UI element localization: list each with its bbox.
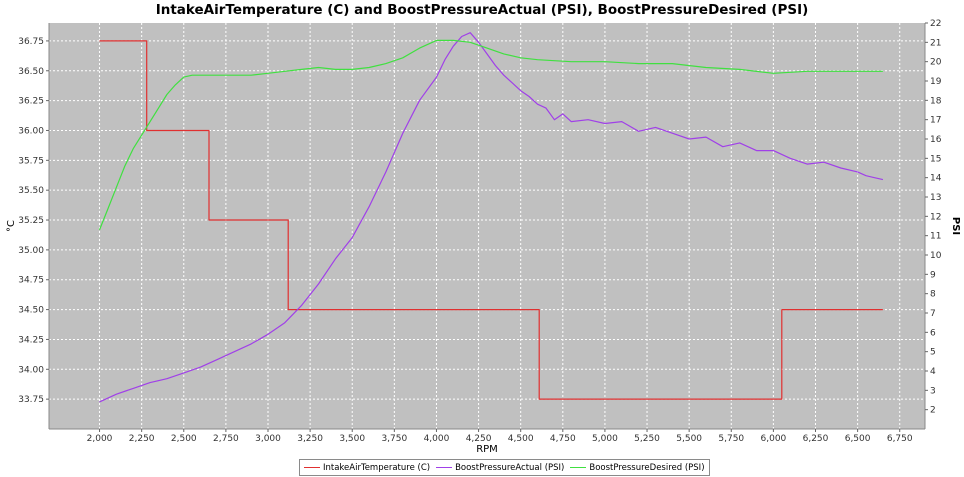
x-tick-label: 5,250 xyxy=(634,434,660,444)
y-left-tick-label: 33.75 xyxy=(18,395,44,405)
y-left-tick-label: 34.50 xyxy=(18,306,44,316)
x-tick-label: 4,500 xyxy=(508,434,534,444)
x-tick-label: 3,250 xyxy=(297,434,323,444)
y-right-tick-label: 6 xyxy=(930,328,936,338)
x-tick-label: 2,750 xyxy=(213,434,239,444)
y-right-tick-label: 11 xyxy=(930,232,941,242)
y-right-tick-label: 16 xyxy=(930,135,942,145)
x-tick-label: 5,000 xyxy=(592,434,618,444)
y-left-tick-label: 35.75 xyxy=(18,156,44,166)
y-right-tick-label: 8 xyxy=(930,290,936,300)
legend-label: BoostPressureActual (PSI) xyxy=(455,462,565,473)
y-right-tick-label: 9 xyxy=(930,270,936,280)
y-right-tick-label: 4 xyxy=(930,367,936,377)
x-tick-label: 2,000 xyxy=(87,434,113,444)
tick-layer: 2,000 2,250 2,500 2,750 3,000 3,250 3,500 3,750… xyxy=(18,19,941,444)
series-line-intake-air-temperature xyxy=(99,40,883,400)
y-axis-right-label: PSI xyxy=(950,217,961,235)
y-left-tick-label: 34.75 xyxy=(18,276,44,286)
x-tick-label: 6,250 xyxy=(803,434,829,444)
y-right-tick-label: 22 xyxy=(930,19,941,29)
series-line-boost-pressure-desired xyxy=(98,39,883,231)
series-line-boost-pressure-actual xyxy=(99,32,884,403)
y-right-tick-label: 10 xyxy=(930,251,942,261)
legend: IntakeAirTemperature (C) BoostPressureAc… xyxy=(299,459,710,476)
legend-item-boost-pressure-desired: BoostPressureDesired (PSI) xyxy=(570,462,705,473)
x-tick-label: 6,000 xyxy=(761,434,787,444)
x-tick-label: 6,500 xyxy=(845,434,871,444)
x-tick-label: 2,250 xyxy=(129,434,155,444)
y-right-tick-label: 17 xyxy=(930,116,941,126)
y-right-tick-label: 15 xyxy=(930,154,941,164)
y-left-tick-label: 36.50 xyxy=(18,67,44,77)
y-right-tick-label: 13 xyxy=(930,193,941,203)
series-layer xyxy=(98,32,884,403)
x-tick-label: 4,750 xyxy=(550,434,576,444)
y-right-tick-label: 3 xyxy=(930,386,936,396)
x-tick-label: 3,750 xyxy=(381,434,407,444)
x-tick-label: 6,750 xyxy=(887,434,913,444)
y-right-tick-label: 14 xyxy=(930,174,942,184)
y-left-tick-label: 36.25 xyxy=(18,97,44,107)
y-left-tick-label: 34.25 xyxy=(18,335,44,345)
y-right-tick-label: 21 xyxy=(930,38,941,48)
y-right-tick-label: 19 xyxy=(930,77,942,87)
y-left-tick-label: 35.00 xyxy=(18,246,44,256)
legend-swatch-green xyxy=(570,467,587,468)
legend-swatch-purple xyxy=(436,467,453,468)
plot-area xyxy=(49,23,925,429)
y-right-tick-label: 12 xyxy=(930,212,941,222)
legend-item-intake-air-temperature: IntakeAirTemperature (C) xyxy=(304,463,430,473)
legend-item-boost-pressure-actual: BoostPressureActual (PSI) xyxy=(436,463,564,473)
legend-swatch-red xyxy=(304,467,320,468)
y-right-tick-label: 20 xyxy=(930,58,942,68)
legend-label: BoostPressureDesired (PSI) xyxy=(589,462,705,473)
x-axis-label: RPM xyxy=(476,444,498,455)
x-tick-label: 3,500 xyxy=(339,434,365,444)
legend-label: IntakeAirTemperature (C) xyxy=(323,462,431,473)
x-tick-label: 3,000 xyxy=(255,434,281,444)
y-left-tick-label: 36.00 xyxy=(18,126,44,136)
y-right-tick-label: 18 xyxy=(930,96,942,106)
y-right-tick-label: 7 xyxy=(930,309,936,319)
y-right-tick-label: 2 xyxy=(930,406,936,416)
y-left-tick-label: 34.00 xyxy=(18,365,44,375)
y-left-tick-label: 36.75 xyxy=(18,37,44,47)
y-left-tick-label: 35.50 xyxy=(18,186,44,196)
chart-title: IntakeAirTemperature (C) and BoostPressu… xyxy=(155,2,809,18)
x-tick-label: 4,000 xyxy=(424,434,450,444)
x-tick-label: 2,500 xyxy=(171,434,197,444)
y-left-tick-label: 35.25 xyxy=(18,216,44,226)
x-tick-label: 5,750 xyxy=(718,434,744,444)
y-right-tick-label: 5 xyxy=(930,348,936,358)
x-tick-label: 5,500 xyxy=(676,434,702,444)
y-axis-left-label: °C xyxy=(6,220,17,232)
x-tick-label: 4,250 xyxy=(466,434,492,444)
